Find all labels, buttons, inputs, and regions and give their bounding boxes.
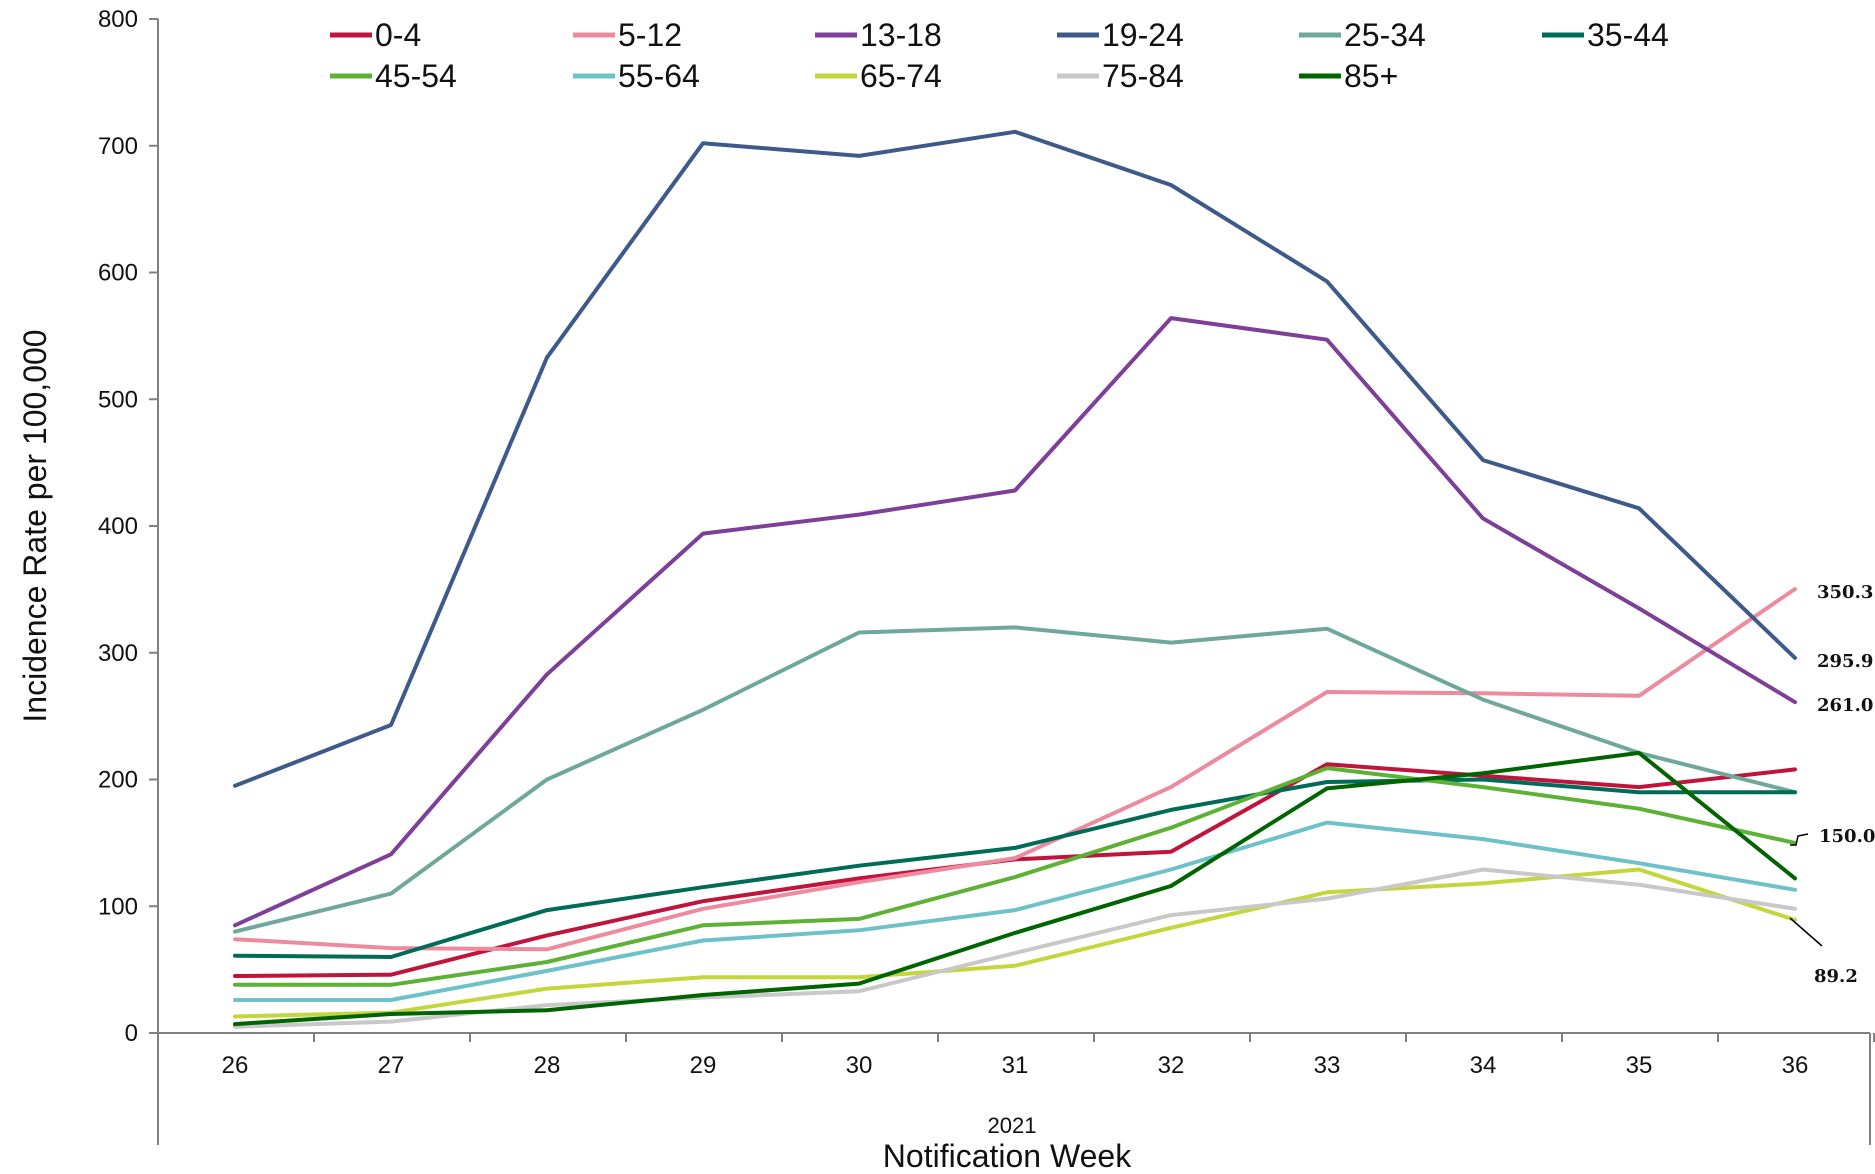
y-tick-label: 200 <box>98 767 138 794</box>
y-axis-title: Incidence Rate per 100,000 <box>17 329 53 722</box>
y-tick-label: 300 <box>98 640 138 667</box>
x-tick-label: 30 <box>846 1052 873 1079</box>
x-tick-label: 33 <box>1314 1052 1341 1079</box>
y-tick-label: 700 <box>98 133 138 160</box>
data-label-5-12: 350.3 <box>1817 582 1873 603</box>
y-tick-label: 800 <box>98 6 138 33</box>
legend-label-55-64: 55-64 <box>618 58 700 94</box>
series-line-19-24 <box>233 129 1797 788</box>
legend: 0-4 5-12 13-18 19-24 25-34 35-44 45-54 55-64 65-… <box>330 17 1669 94</box>
legend-label-19-24: 19-24 <box>1102 17 1184 53</box>
legend-label-75-84: 75-84 <box>1102 58 1184 94</box>
x-tick-label: 26 <box>222 1052 249 1079</box>
x-tick-label: 27 <box>378 1052 405 1079</box>
y-tick-label: 500 <box>98 386 138 413</box>
data-label-13-18: 261.0 <box>1817 695 1873 716</box>
y-tick-label: 400 <box>98 513 138 540</box>
y-tick-label: 0 <box>125 1020 138 1047</box>
legend-label-5-12: 5-12 <box>618 17 682 53</box>
y-tick-label: 600 <box>98 260 138 287</box>
x-tick-label: 31 <box>1002 1052 1029 1079</box>
data-label-45-54: 150.0 <box>1819 826 1875 847</box>
x-tick-label: 34 <box>1470 1052 1497 1079</box>
x-axis-title: Notification Week <box>883 1138 1132 1174</box>
legend-label-25-34: 25-34 <box>1344 17 1426 53</box>
legend-label-0-4: 0-4 <box>375 17 421 53</box>
series-line-55-64 <box>233 820 1797 1002</box>
x-tick-label: 29 <box>690 1052 717 1079</box>
series-line-45-54 <box>233 766 1797 987</box>
data-label-leaders <box>1789 833 1823 947</box>
series-line-13-18 <box>233 316 1797 928</box>
x-tick-label: 36 <box>1782 1052 1809 1079</box>
x-axis-year-label: 2021 <box>988 1113 1037 1138</box>
legend-label-85+: 85+ <box>1344 58 1398 94</box>
x-ticks: 26 27 28 29 30 31 32 33 34 35 36 <box>157 1033 1875 1079</box>
legend-label-13-18: 13-18 <box>860 17 942 53</box>
legend-label-35-44: 35-44 <box>1587 17 1669 53</box>
x-tick-label: 28 <box>534 1052 561 1079</box>
y-ticks: 0 100 200 300 400 500 600 700 800 <box>98 6 158 1047</box>
data-label-19-24: 295.9 <box>1817 651 1873 672</box>
legend-label-45-54: 45-54 <box>375 58 457 94</box>
series-line-35-44 <box>233 777 1797 959</box>
legend-label-65-74: 65-74 <box>860 58 942 94</box>
series-lines <box>233 129 1797 1029</box>
series-line-5-12 <box>233 587 1797 952</box>
data-label-65-74: 89.2 <box>1814 966 1858 987</box>
leader-line-45-54 <box>1790 833 1809 846</box>
series-line-65-74 <box>233 867 1797 1019</box>
x-tick-label: 32 <box>1158 1052 1185 1079</box>
series-line-25-34 <box>233 625 1797 934</box>
axes <box>157 19 1871 1145</box>
leader-line-65-74 <box>1789 917 1823 947</box>
series-line-85+ <box>233 750 1797 1027</box>
data-labels: 350.3 295.9 261.0 150.0 89.2 <box>1814 582 1875 987</box>
x-tick-label: 35 <box>1626 1052 1653 1079</box>
y-tick-label: 100 <box>98 893 138 920</box>
